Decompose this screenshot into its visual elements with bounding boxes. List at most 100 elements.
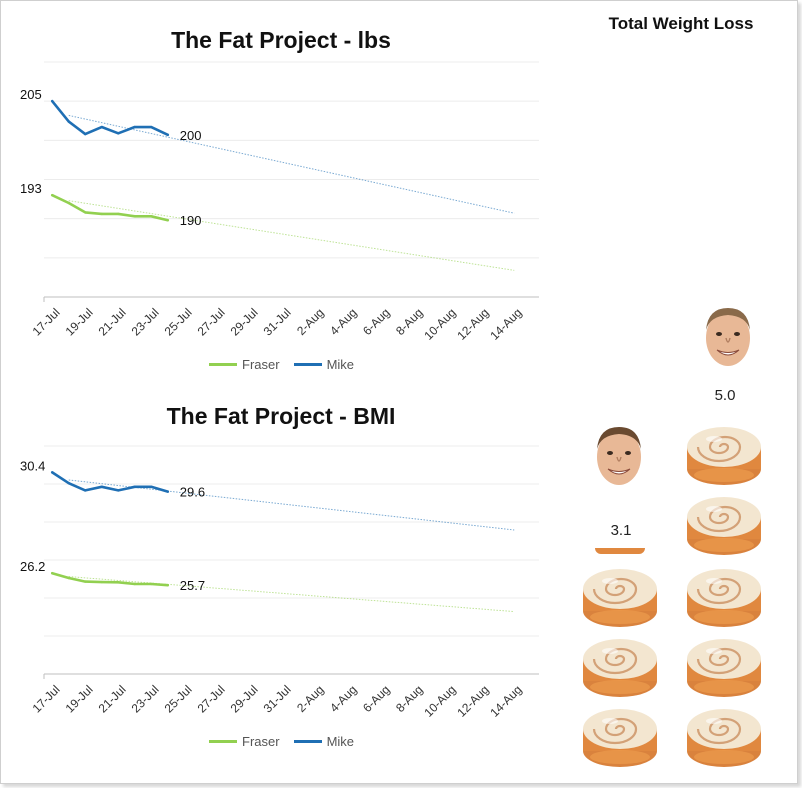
- x-tick-label: 4-Aug: [327, 305, 360, 338]
- end-label-mike: 200: [180, 128, 202, 143]
- cinnamon-roll-fraction-fraser: [595, 548, 645, 554]
- start-label-fraser: 26.2: [20, 559, 45, 574]
- legend-swatch-fraser: [209, 740, 237, 743]
- x-tick-label: 23-Jul: [129, 305, 162, 338]
- data-point-mike: [51, 99, 54, 103]
- legend: Fraser Mike: [209, 734, 368, 749]
- weight-loss-value-mike: 5.0: [714, 387, 736, 404]
- data-point-mike: [117, 489, 120, 492]
- start-label-mike: 30.4: [20, 458, 45, 473]
- data-point-fraser: [133, 215, 136, 218]
- data-point-fraser: [67, 201, 70, 205]
- data-point-fraser: [133, 582, 136, 586]
- legend-item-mike: Mike: [293, 357, 355, 372]
- legend-label-mike: Mike: [326, 357, 355, 372]
- legend-item-fraser: Fraser: [209, 357, 280, 372]
- x-tick-label: 4-Aug: [327, 682, 360, 715]
- x-tick-label: 12-Aug: [454, 305, 491, 342]
- data-point-mike: [117, 132, 120, 135]
- legend: Fraser Mike: [209, 357, 368, 372]
- start-label-mike: 205: [20, 87, 42, 102]
- cinnamon-roll-icon: [682, 417, 766, 492]
- data-point-fraser: [150, 582, 153, 586]
- fraser-face-icon: [589, 418, 649, 495]
- data-point-mike: [166, 490, 169, 493]
- mike-face-icon: [698, 299, 758, 376]
- x-tick-label: 29-Jul: [228, 305, 261, 338]
- x-tick-label: 14-Aug: [487, 305, 524, 342]
- x-tick-label: 31-Jul: [261, 682, 294, 715]
- x-tick-label: 19-Jul: [63, 305, 96, 338]
- x-tick-label: 23-Jul: [129, 682, 162, 715]
- x-tick-label: 10-Aug: [421, 305, 458, 342]
- data-point-fraser: [150, 215, 153, 218]
- cinnamon-roll-icon: [682, 699, 766, 774]
- x-tick-label: 21-Jul: [96, 682, 129, 715]
- x-tick-label: 29-Jul: [228, 682, 261, 715]
- cinnamon-roll-icon: [578, 629, 662, 704]
- data-point-fraser: [117, 581, 120, 584]
- series-line-mike: [50, 99, 170, 137]
- legend-swatch-fraser: [209, 363, 237, 366]
- data-point-mike: [84, 132, 87, 136]
- x-tick-label: 27-Jul: [195, 682, 228, 715]
- data-point-fraser: [84, 211, 87, 214]
- data-point-fraser: [84, 580, 87, 583]
- cinnamon-roll-icon: [682, 559, 766, 634]
- legend-label-mike: Mike: [326, 734, 355, 749]
- data-point-mike: [133, 485, 136, 488]
- data-point-mike: [67, 482, 70, 485]
- x-tick-label: 10-Aug: [421, 682, 458, 719]
- cinnamon-roll-icon: [578, 559, 662, 634]
- data-point-mike: [100, 485, 103, 488]
- chart-bmi: The Fat Project - BMI 17-Jul 19-Jul 21-Jul…: [1, 391, 561, 781]
- data-point-mike: [150, 125, 153, 129]
- data-point-fraser: [166, 584, 169, 587]
- legend-label-fraser: Fraser: [242, 357, 280, 372]
- data-point-mike: [84, 489, 87, 492]
- chart-title: The Fat Project - lbs: [171, 27, 391, 53]
- end-label-fraser: 190: [180, 213, 202, 228]
- chart-lbs: The Fat Project - lbs 17-Jul 19-Jul 21-Jul…: [1, 1, 561, 391]
- legend-swatch-mike: [293, 363, 322, 366]
- legend-item-mike: Mike: [293, 734, 355, 749]
- x-tick-label: 27-Jul: [195, 305, 228, 338]
- end-label-mike: 29.6: [180, 485, 205, 500]
- chart-title: The Fat Project - BMI: [166, 403, 396, 429]
- legend-label-fraser: Fraser: [242, 734, 280, 749]
- data-point-mike: [133, 125, 136, 129]
- cinnamon-roll-icon: [578, 699, 662, 774]
- x-tick-label: 6-Aug: [360, 682, 393, 715]
- data-point-mike: [100, 125, 103, 129]
- x-tick-label: 6-Aug: [360, 305, 393, 338]
- plot-area: 17-Jul 19-Jul 21-Jul 23-Jul 25-Jul 27-Jul 29-J…: [20, 61, 539, 343]
- plot-area: 17-Jul 19-Jul 21-Jul 23-Jul 25-Jul 27-Jul 29-J…: [20, 445, 539, 720]
- x-tick-label: 12-Aug: [454, 682, 491, 719]
- trend-line-mike: [68, 114, 515, 214]
- data-point-mike: [166, 133, 169, 137]
- data-point-fraser: [51, 572, 54, 575]
- data-point-fraser: [67, 576, 70, 580]
- series-line-fraser: [50, 571, 170, 587]
- data-point-mike: [150, 485, 153, 488]
- trend-line-fraser: [68, 200, 515, 271]
- x-tick-label: 31-Jul: [261, 305, 294, 338]
- legend-item-fraser: Fraser: [209, 734, 280, 749]
- x-tick-label: 25-Jul: [162, 305, 195, 338]
- x-tick-label: 2-Aug: [294, 305, 327, 338]
- series-line-fraser: [50, 193, 170, 222]
- x-tick-label: 17-Jul: [30, 682, 63, 715]
- data-point-fraser: [100, 580, 103, 584]
- start-label-fraser: 193: [20, 181, 42, 196]
- weight-loss-value-fraser: 3.1: [610, 522, 632, 539]
- data-point-fraser: [166, 219, 169, 222]
- x-tick-label: 14-Aug: [487, 682, 524, 719]
- x-tick-label: 25-Jul: [162, 682, 195, 715]
- legend-swatch-mike: [293, 740, 322, 743]
- data-point-fraser: [100, 212, 103, 216]
- cinnamon-roll-icon: [682, 487, 766, 562]
- data-point-mike: [67, 120, 70, 123]
- data-point-fraser: [51, 193, 54, 197]
- x-tick-label: 21-Jul: [96, 305, 129, 338]
